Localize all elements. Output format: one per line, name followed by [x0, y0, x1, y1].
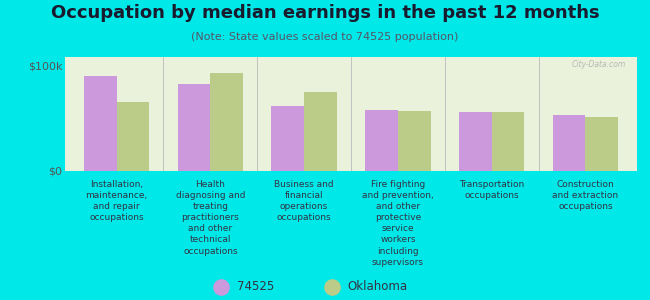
Bar — [211, 73, 243, 171]
Text: 74525: 74525 — [237, 280, 274, 293]
Text: Health
diagnosing and
treating
practitioners
and other
technical
occupations: Health diagnosing and treating practitio… — [176, 180, 245, 256]
Bar — [365, 110, 398, 171]
Bar — [271, 106, 304, 171]
Bar — [177, 84, 211, 171]
Bar — [586, 117, 618, 171]
Text: Installation,
maintenance,
and repair
occupations: Installation, maintenance, and repair oc… — [85, 180, 148, 222]
Text: Business and
financial
operations
occupations: Business and financial operations occupa… — [274, 180, 334, 222]
Text: Occupation by median earnings in the past 12 months: Occupation by median earnings in the pas… — [51, 4, 599, 22]
Text: Construction
and extraction
occupations: Construction and extraction occupations — [552, 180, 619, 211]
Text: Transportation
occupations: Transportation occupations — [459, 180, 525, 200]
Bar — [304, 92, 337, 171]
Text: Oklahoma: Oklahoma — [348, 280, 408, 293]
Text: Fire fighting
and prevention,
and other
protective
service
workers
including
sup: Fire fighting and prevention, and other … — [362, 180, 434, 267]
Bar — [116, 102, 150, 171]
Text: City-Data.com: City-Data.com — [571, 60, 625, 69]
Text: (Note: State values scaled to 74525 population): (Note: State values scaled to 74525 popu… — [191, 32, 459, 41]
Bar — [491, 112, 525, 171]
Bar — [84, 76, 116, 171]
Bar — [552, 115, 586, 171]
Bar — [459, 112, 491, 171]
Bar — [398, 111, 431, 171]
